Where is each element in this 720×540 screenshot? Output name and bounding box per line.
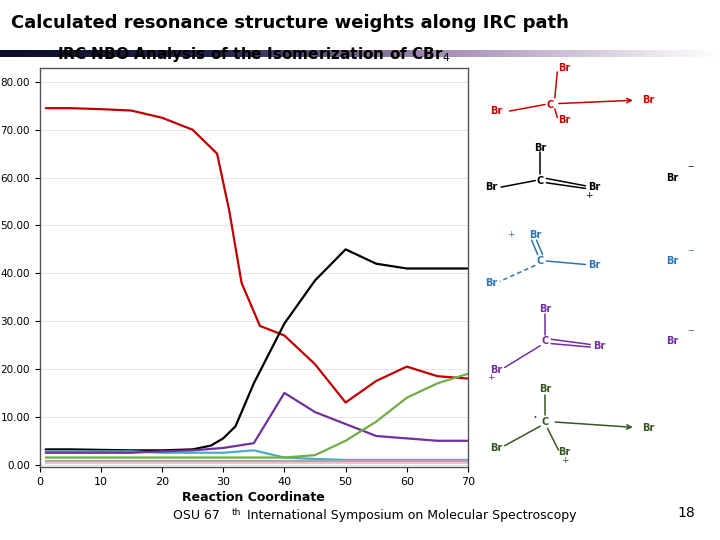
Text: OSU 67: OSU 67 <box>173 509 220 523</box>
Text: Br: Br <box>534 143 546 153</box>
Text: Br: Br <box>539 384 552 394</box>
Text: Br: Br <box>559 63 571 72</box>
Text: +: + <box>507 231 515 239</box>
Text: C: C <box>541 336 549 347</box>
Text: Br: Br <box>642 95 654 105</box>
Text: Br: Br <box>559 114 571 125</box>
Text: Br: Br <box>588 260 600 271</box>
Text: +: + <box>487 373 495 382</box>
Text: Br: Br <box>490 364 503 375</box>
Text: $^-$: $^-$ <box>686 248 696 258</box>
Text: Br: Br <box>559 447 571 457</box>
Text: Br: Br <box>588 182 600 192</box>
Text: Br: Br <box>666 336 678 347</box>
Text: C: C <box>546 99 554 110</box>
Text: $^-$: $^-$ <box>686 165 696 175</box>
Text: International Symposium on Molecular Spectroscopy: International Symposium on Molecular Spe… <box>243 509 577 523</box>
Text: Br: Br <box>539 304 552 314</box>
Text: Br: Br <box>593 341 605 351</box>
Text: 18: 18 <box>677 507 695 521</box>
Title: IRC NBO Analysis of the Isomerization of CBr$_4$: IRC NBO Analysis of the Isomerization of… <box>57 45 451 64</box>
Text: Calculated resonance structure weights along IRC path: Calculated resonance structure weights a… <box>11 14 569 31</box>
Text: Br: Br <box>666 256 678 266</box>
Text: Br: Br <box>642 423 654 434</box>
Text: +: + <box>561 456 568 465</box>
Text: Br: Br <box>485 278 498 288</box>
Text: C: C <box>536 256 544 266</box>
Text: ·: · <box>533 411 538 426</box>
Text: Br: Br <box>485 182 498 192</box>
Text: C: C <box>541 417 549 427</box>
Text: Br: Br <box>490 106 503 116</box>
Text: C: C <box>536 176 544 186</box>
X-axis label: Reaction Coordinate: Reaction Coordinate <box>182 491 325 504</box>
Text: th: th <box>232 508 241 517</box>
Text: $^-$: $^-$ <box>686 329 696 339</box>
Text: Br: Br <box>529 230 541 240</box>
Text: +: + <box>585 191 593 200</box>
Text: Br: Br <box>666 173 678 184</box>
Text: Br: Br <box>490 443 503 453</box>
